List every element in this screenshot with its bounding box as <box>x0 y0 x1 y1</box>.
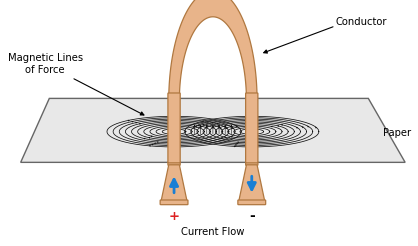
FancyBboxPatch shape <box>246 162 258 165</box>
Text: Paper: Paper <box>382 128 411 138</box>
Text: Magnetic Lines
of Force: Magnetic Lines of Force <box>8 53 144 115</box>
Text: Current Flow: Current Flow <box>181 228 245 237</box>
Polygon shape <box>20 98 405 162</box>
Polygon shape <box>161 165 187 202</box>
FancyBboxPatch shape <box>246 93 258 163</box>
Text: +: + <box>168 210 180 223</box>
FancyBboxPatch shape <box>168 162 180 165</box>
Text: Conductor: Conductor <box>336 17 387 27</box>
FancyBboxPatch shape <box>238 200 266 205</box>
FancyBboxPatch shape <box>168 93 180 163</box>
Polygon shape <box>169 0 257 101</box>
Text: -: - <box>249 210 255 223</box>
Polygon shape <box>239 165 265 202</box>
FancyBboxPatch shape <box>160 200 188 205</box>
